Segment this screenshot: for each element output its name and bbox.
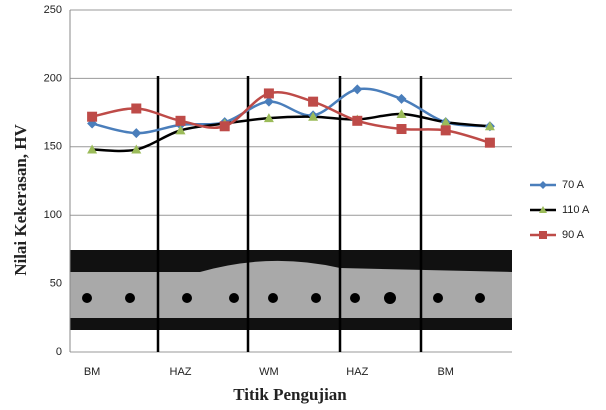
point	[397, 94, 407, 104]
point	[131, 103, 141, 113]
y-tick-label: 50	[50, 278, 62, 290]
legend-label: 90 A	[562, 229, 585, 241]
x-axis-title: Titik Pengujian	[233, 385, 347, 404]
point	[397, 124, 407, 134]
point	[131, 128, 141, 138]
y-tick-label: 200	[44, 72, 62, 84]
point	[441, 125, 451, 135]
chart: Nilai Kekerasan, HV Titik Pengujian 0 50 1…	[0, 0, 606, 410]
point	[87, 112, 97, 122]
y-axis-title: Nilai Kekerasan, HV	[11, 123, 30, 275]
point	[352, 84, 362, 94]
y-tick-label: 0	[56, 346, 62, 358]
point	[308, 97, 318, 107]
x-tick-label: BM	[437, 366, 454, 378]
x-tick-label: HAZ	[346, 366, 368, 378]
legend-label: 110 A	[562, 204, 590, 216]
point	[352, 116, 362, 126]
point	[485, 138, 495, 148]
point	[220, 121, 230, 131]
y-tick-label: 150	[44, 141, 62, 153]
legend-label: 70 A	[562, 179, 585, 191]
legend-marker	[539, 181, 547, 189]
y-tick-label: 100	[44, 209, 62, 221]
x-tick-label: HAZ	[170, 366, 192, 378]
y-tick-label: 250	[44, 4, 62, 16]
x-tick-label: BM	[84, 366, 101, 378]
point	[176, 116, 186, 126]
legend-marker	[539, 231, 547, 239]
point	[264, 88, 274, 98]
x-tick-label: WM	[259, 366, 279, 378]
